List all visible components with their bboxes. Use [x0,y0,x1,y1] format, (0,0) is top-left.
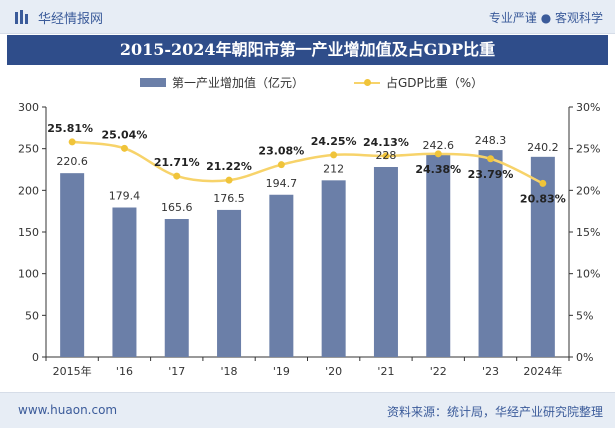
chart-title: 2015-2024年朝阳市第一产业增加值及占GDP比重 [119,40,496,59]
chart-legend: 第一产业增加值（亿元） 占GDP比重（%） [0,74,615,90]
line-value-label: 21.71% [154,156,200,169]
bar [321,180,346,357]
bar [373,167,398,357]
line-point [330,151,338,159]
brand-logo-icon [15,10,28,24]
legend-label-bar: 第一产业增加值（亿元） [172,76,305,90]
bar [60,173,85,357]
header-slogan: 专业严谨 ● 客观科学 [488,11,603,25]
series-line-gdp-share [71,140,544,185]
chart-title-bar: 2015-2024年朝阳市第一产业增加值及占GDP比重 [7,35,608,65]
bar [112,207,137,357]
x-tick-label: '17 [168,365,185,378]
y-left-tick-label: 300 [18,101,39,114]
y-right-tick-label: 20% [576,184,600,197]
header-bar: 华经情报网 专业严谨 ● 客观科学 [0,0,615,34]
line-point [487,155,495,163]
legend-swatch-line [354,78,380,87]
line-value-label: 25.81% [47,122,93,135]
line-point [225,176,233,184]
x-tick-label: 2024年 [523,364,562,378]
line-value-label: 23.08% [258,145,304,158]
y-left-tick-label: 150 [18,226,39,239]
legend-swatch-bar [140,78,166,87]
x-tick-label: '23 [482,365,499,378]
line-value-label: 25.04% [102,128,148,141]
bar-value-label: 228 [375,149,396,162]
bar [164,219,189,357]
legend-item-line: 占GDP比重（%） [354,74,483,91]
line-point [539,179,547,187]
x-tick-label: 2015年 [53,364,92,378]
bar-value-label: 240.2 [527,141,559,154]
y-left-tick-label: 100 [18,268,39,281]
y-right-tick-label: 30% [576,101,600,114]
bar-value-label: 220.6 [56,155,88,168]
brand[interactable]: 华经情报网 [14,7,103,27]
y-right-tick-label: 25% [576,143,600,156]
line-value-label: 24.13% [363,136,409,149]
line-point [382,152,390,160]
line-value-label: 24.38% [415,163,461,176]
line-value-label: 24.25% [311,135,357,148]
bar [217,209,242,357]
x-tick-label: '20 [325,365,342,378]
bar-value-label: 194.7 [266,177,298,190]
y-right-tick-label: 5% [576,309,593,322]
y-right-tick-label: 15% [576,226,600,239]
line-value-label: 23.79% [468,168,514,181]
y-right-tick-label: 10% [576,268,600,281]
line-point [68,138,76,146]
bar [269,194,294,357]
combo-chart: 0 50 100 150 200 250 300 0% 5% 10% 15% 20% 25% 30% 201… [18,101,600,378]
line-point [434,150,442,158]
y-right-tick-label: 0% [576,351,593,364]
brand-name: 华经情报网 [38,11,104,27]
bar-value-label: 179.4 [109,190,141,203]
x-tick-label: '21 [377,365,394,378]
x-tick-label: '16 [116,365,133,378]
bar-value-label: 248.3 [475,134,507,147]
bar-value-label: 165.6 [161,201,193,214]
footer-site[interactable]: www.huaon.com [18,403,118,417]
line-value-label: 21.22% [206,160,252,173]
bar [478,150,503,357]
bar-value-label: 212 [323,162,344,175]
bar [426,154,451,357]
y-left-tick-label: 200 [18,184,39,197]
x-tick-label: '22 [430,365,447,378]
y-left-tick-label: 0 [32,351,39,364]
x-tick-label: '19 [273,365,290,378]
legend-label-line: 占GDP比重（%） [386,76,484,90]
line-point [120,144,128,152]
bar-value-label: 242.6 [423,139,455,152]
footer-bar: www.huaon.com 资料来源：统计局，华经产业研究院整理 [0,392,615,428]
line-value-label: 20.83% [520,192,566,205]
line-point [173,172,181,180]
y-left-tick-label: 250 [18,143,39,156]
legend-item-bar: 第一产业增加值（亿元） [140,74,304,91]
bar-value-label: 176.5 [213,192,245,205]
line-point [277,161,285,169]
footer-source: 资料来源：统计局，华经产业研究院整理 [386,405,603,419]
x-tick-label: '18 [221,365,238,378]
y-left-tick-label: 50 [25,309,39,322]
bar [530,156,555,357]
